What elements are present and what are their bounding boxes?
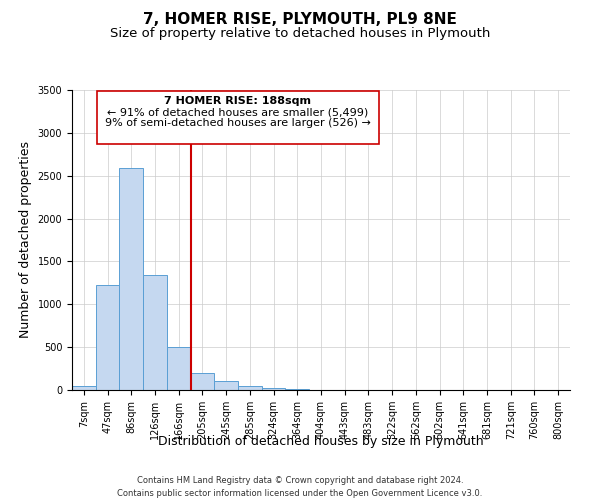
Bar [191, 373, 214, 390]
Bar [238, 386, 262, 390]
Text: Distribution of detached houses by size in Plymouth: Distribution of detached houses by size … [158, 435, 484, 448]
Bar [119, 168, 143, 390]
Bar [96, 284, 119, 390]
Text: Contains HM Land Registry data © Crown copyright and database right 2024.: Contains HM Land Registry data © Crown c… [137, 476, 463, 485]
Text: Contains public sector information licensed under the Open Government Licence v3: Contains public sector information licen… [118, 489, 482, 498]
Bar [286, 389, 309, 390]
Bar [143, 275, 167, 390]
Bar [72, 386, 96, 390]
Y-axis label: Number of detached properties: Number of detached properties [19, 142, 32, 338]
Bar [262, 388, 286, 390]
Text: 9% of semi-detached houses are larger (526) →: 9% of semi-detached houses are larger (5… [105, 118, 371, 128]
Bar [214, 380, 238, 390]
Bar [167, 347, 191, 390]
Text: Size of property relative to detached houses in Plymouth: Size of property relative to detached ho… [110, 28, 490, 40]
Text: 7, HOMER RISE, PLYMOUTH, PL9 8NE: 7, HOMER RISE, PLYMOUTH, PL9 8NE [143, 12, 457, 28]
FancyBboxPatch shape [97, 91, 379, 144]
Text: ← 91% of detached houses are smaller (5,499): ← 91% of detached houses are smaller (5,… [107, 107, 368, 117]
Text: 7 HOMER RISE: 188sqm: 7 HOMER RISE: 188sqm [164, 96, 311, 106]
